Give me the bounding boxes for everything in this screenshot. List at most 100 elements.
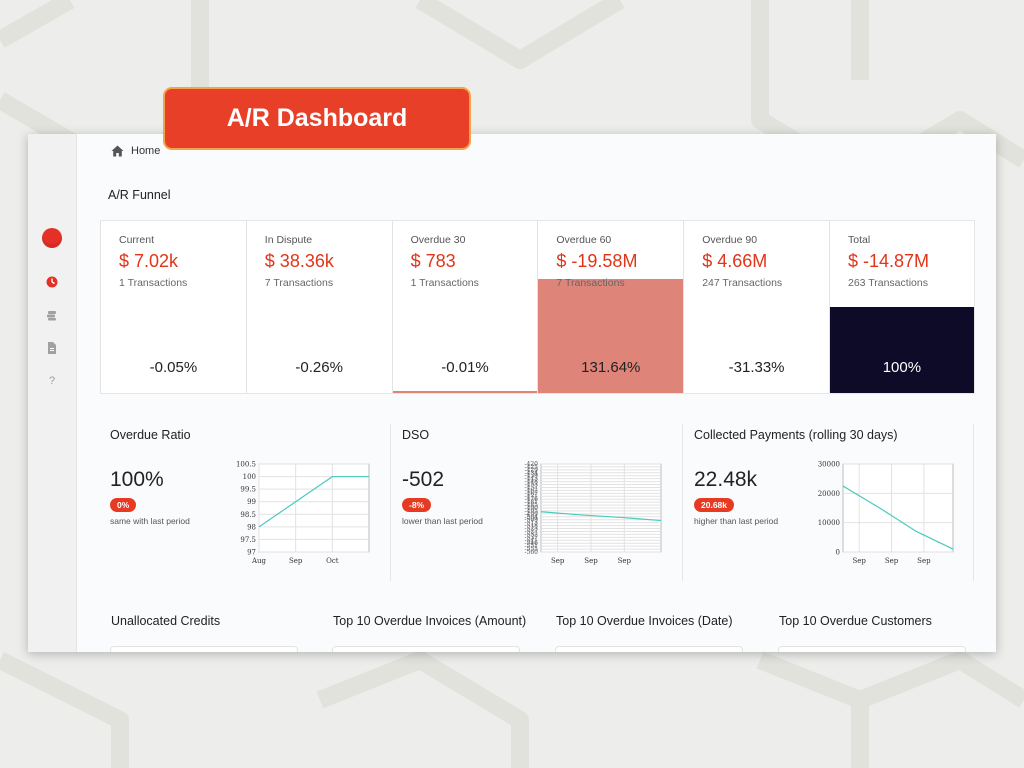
chart-y-tick: -467 [525, 490, 539, 497]
funnel-card-transactions: 7 Transactions [556, 277, 625, 289]
funnel-card-percent: -0.05% [149, 359, 198, 376]
document-icon[interactable] [43, 339, 61, 357]
metric-value: 100% [110, 468, 164, 491]
funnel-card-amount: $ 38.36k [264, 251, 334, 271]
chart-y-tick: -546 [525, 540, 539, 547]
funnel-card-amount: $ 7.02k [119, 251, 179, 271]
funnel-card-transactions: 1 Transactions [119, 277, 188, 289]
metric-note: lower than last period [402, 516, 483, 526]
funnel-card-label: Overdue 60 [556, 234, 612, 246]
chart-x-tick: Sep [289, 557, 303, 565]
funnel-card-current[interactable]: Current $ 7.02k 1 Transactions -0.05% [100, 220, 246, 394]
funnel-card-transactions: 247 Transactions [702, 277, 783, 289]
chart-y-tick: -532 [525, 531, 539, 538]
chart-y-tick: -527 [525, 528, 539, 535]
metric-divider [973, 424, 974, 581]
top-overdue-invoices-date-card [555, 646, 743, 652]
metric-badge: 20.68k [694, 498, 734, 512]
funnel-card-overdue-60[interactable]: Overdue 60 $ -19.58M 7 Transactions 131.… [537, 220, 684, 394]
chart-y-tick: -504 [525, 514, 539, 521]
database-icon[interactable] [43, 306, 61, 324]
chart-y-tick: -509 [525, 517, 539, 524]
funnel-card-label: Current [119, 234, 155, 246]
metric-divider [390, 424, 391, 581]
metric-title: DSO [402, 428, 430, 442]
top-overdue-customers-title: Top 10 Overdue Customers [779, 614, 932, 628]
chart-y-tick: -490 [525, 505, 539, 512]
funnel-card-in-dispute[interactable]: In Dispute $ 38.36k 7 Transactions -0.26… [245, 220, 392, 394]
chart-y-tick: 30000 [818, 461, 840, 469]
chart-y-tick: -462 [525, 487, 539, 494]
chart-y-tick: 100.5 [236, 461, 256, 469]
funnel-fill [538, 279, 684, 393]
funnel-card-overdue-90[interactable]: Overdue 90 $ 4.66M 247 Transactions -31.… [683, 220, 829, 394]
funnel-card-transactions: 263 Transactions [847, 277, 928, 289]
funnel-card-percent: -0.26% [295, 359, 343, 376]
top-overdue-invoices-date-title: Top 10 Overdue Invoices (Date) [556, 614, 733, 628]
chart-y-tick: -420 [525, 461, 539, 468]
breadcrumb[interactable]: Home [111, 145, 160, 157]
chart-y-tick: 99 [247, 498, 256, 506]
dashboard-icon[interactable] [43, 273, 61, 291]
chart-y-tick: -560 [525, 549, 539, 556]
metric-title: Collected Payments (rolling 30 days) [694, 428, 898, 442]
metric-collected-payments: Collected Payments (rolling 30 days) 22.… [685, 422, 977, 582]
funnel-card-transactions: 7 Transactions [264, 277, 334, 289]
chart-x-tick: Sep [584, 557, 598, 565]
metric-overdue-ratio: Overdue Ratio 100% 0% same with last per… [101, 422, 393, 582]
chart-y-tick: -518 [525, 523, 539, 530]
funnel-card-overdue-30[interactable]: Overdue 30 $ 783 1 Transactions -0.01% [391, 220, 538, 394]
chart-y-tick: 97 [247, 549, 256, 557]
chart-plot-area [258, 463, 370, 553]
funnel-card-amount: $ -19.58M [556, 251, 638, 271]
metric-badge: -8% [402, 498, 432, 512]
funnel-card-percent: 100% [882, 359, 922, 376]
chart-y-tick: -457 [525, 484, 539, 491]
chart-x-tick: Sep [852, 557, 866, 565]
funnel-card-label: Overdue 90 [702, 234, 758, 246]
app-window: ? Home A/R Funnel Current $ 7.02k 1 Tran… [28, 134, 996, 652]
chart-series-line [258, 475, 369, 528]
funnel-card-amount: $ 4.66M [702, 251, 768, 271]
chart-y-tick: -453 [525, 482, 539, 489]
chart-y-tick: 0 [836, 549, 840, 557]
chart-y-tick: -425 [525, 464, 539, 471]
funnel-card-total[interactable]: Total $ -14.87M 263 Transactions 100% [828, 220, 975, 394]
logo-icon[interactable] [42, 228, 62, 248]
funnel-card-amount: $ 783 [410, 251, 456, 271]
metric-note: higher than last period [694, 516, 779, 526]
funnel-fill [829, 307, 974, 393]
chart-series-line [842, 485, 954, 550]
metric-value: 22.48k [694, 468, 758, 491]
chart-y-tick: -439 [525, 473, 539, 480]
breadcrumb-home[interactable]: Home [131, 145, 161, 157]
metric-divider [682, 424, 683, 581]
chart-y-tick: -541 [525, 537, 538, 544]
chart-y-tick: 97.5 [240, 536, 256, 544]
funnel-title: A/R Funnel [108, 188, 171, 202]
funnel-card-label: In Dispute [264, 234, 313, 246]
chart-y-tick: -523 [525, 526, 539, 533]
sidebar: ? [28, 134, 77, 652]
chart-y-tick: -485 [525, 502, 539, 509]
chart-y-tick: 10000 [818, 519, 840, 527]
funnel-fill [392, 391, 538, 393]
overdue-ratio-chart: Aug Sep Oct 97 97.5 98 98.5 99 99.5 100 100.5 [236, 461, 370, 565]
chart-y-tick: -448 [525, 479, 539, 486]
chart-y-tick: 98.5 [240, 511, 256, 519]
chart-y-tick: 99.5 [240, 486, 256, 494]
chart-series-line [540, 511, 662, 522]
metric-dso: DSO -502 -8% lower than last period Sep S… [393, 422, 685, 582]
unallocated-credits-card [110, 646, 298, 652]
metric-note: same with last period [110, 516, 190, 526]
dso-chart: Sep Sep Sep -560-555-551-546-541-537-532-52… [525, 461, 662, 565]
metric-badge: 0% [110, 498, 137, 512]
funnel-card-amount: $ -14.87M [847, 251, 930, 271]
chart-y-tick: -471 [525, 493, 538, 500]
chart-x-tick: Oct [326, 557, 339, 565]
chart-y-tick: 98 [247, 523, 256, 531]
help-icon[interactable]: ? [48, 375, 56, 387]
chart-y-tick: -476 [525, 496, 539, 503]
chart-y-tick: -537 [525, 534, 539, 541]
chart-x-tick: Sep [618, 557, 632, 565]
